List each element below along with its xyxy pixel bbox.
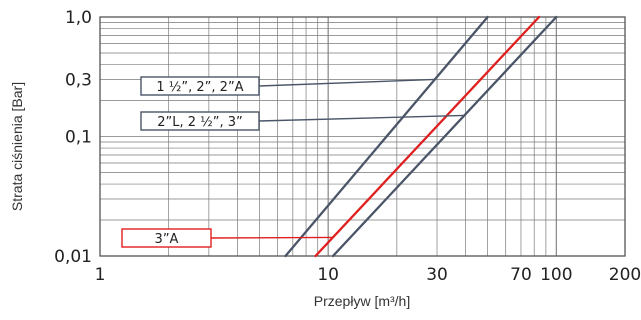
- annotation-label: 1 ½”, 2”, 2”A: [156, 80, 243, 95]
- y-tick-label: 0,01: [54, 247, 92, 267]
- annotation-leader-line: [210, 236, 333, 239]
- annotation-3: 3”A: [121, 228, 333, 248]
- annotation-1: 1 ½”, 2”, 2”A: [140, 76, 435, 96]
- y-tick-label: 0,1: [65, 128, 92, 148]
- x-tick-label: 200: [609, 265, 641, 285]
- tick-labels: 1 10 30 70 100 200 0,01 0,1 0,3 1,0: [54, 8, 641, 285]
- x-axis-label: Przepływ [m³/h]: [314, 293, 410, 309]
- x-tick-label: 100: [540, 265, 572, 285]
- annotation-leader-line: [258, 78, 435, 87]
- series-layer: [284, 15, 558, 258]
- annotation-2: 2”L, 2 ½”, 3”: [140, 111, 465, 131]
- annotation-leader-line: [258, 114, 465, 122]
- plot-frame: [99, 16, 626, 257]
- y-tick-label: 0,3: [65, 70, 92, 90]
- series-line-1: [284, 15, 489, 258]
- x-tick-label: 70: [510, 265, 532, 285]
- x-tick-label: 1: [95, 265, 106, 285]
- grid: [100, 17, 625, 256]
- annotations: 1 ½”, 2”, 2”A 2”L, 2 ½”, 3” 3”A: [121, 76, 465, 248]
- y-tick-label: 1,0: [65, 8, 92, 28]
- x-tick-label: 10: [317, 265, 339, 285]
- series-line-3: [314, 15, 541, 258]
- annotation-box: [121, 228, 212, 248]
- annotation-label: 2”L, 2 ½”, 3”: [157, 115, 243, 130]
- x-tick-label: 30: [426, 265, 448, 285]
- annotation-label: 3”A: [155, 232, 179, 247]
- annotation-box: [140, 76, 260, 96]
- series-line-2: [331, 15, 558, 258]
- y-axis-label: Strata ciśnienia [Bar]: [9, 82, 25, 211]
- annotation-box: [140, 111, 260, 131]
